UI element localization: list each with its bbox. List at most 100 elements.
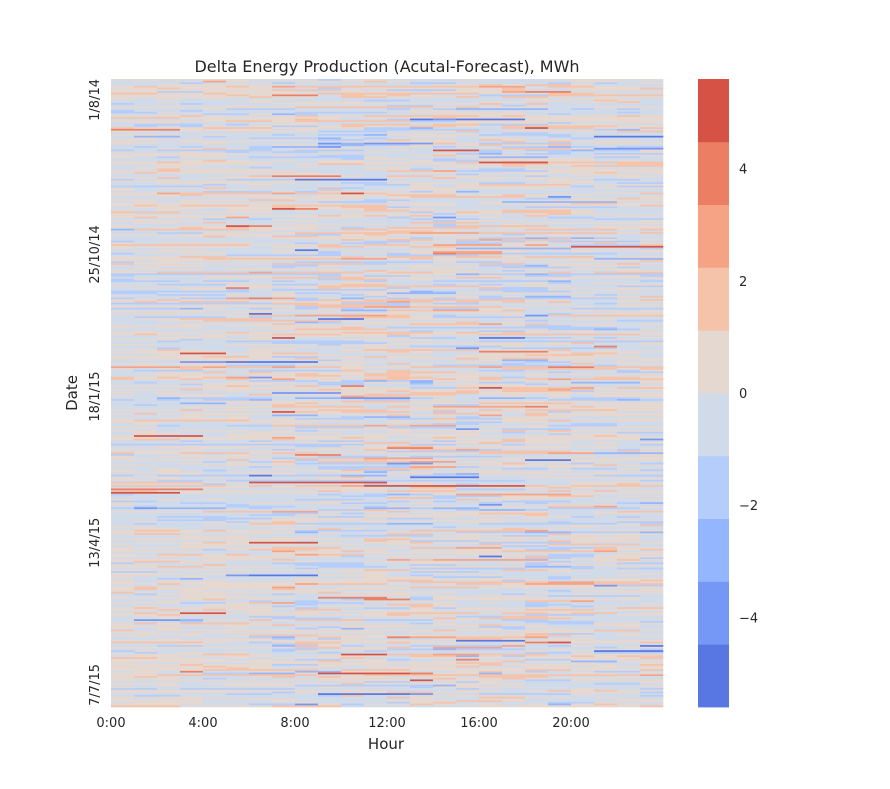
heatmap-cell	[525, 208, 549, 211]
heatmap-cell	[433, 139, 457, 142]
heatmap-cell	[571, 383, 595, 386]
heatmap-cell	[456, 161, 480, 164]
heatmap-cell	[479, 99, 503, 102]
heatmap-cell	[295, 187, 319, 190]
heatmap-cell	[226, 118, 250, 121]
heatmap-cell	[157, 79, 181, 82]
heatmap-cell	[157, 130, 181, 133]
heatmap-cell	[525, 178, 549, 181]
heatmap-cell	[387, 130, 411, 133]
heatmap-cell	[479, 168, 503, 171]
heatmap-cell	[134, 325, 158, 328]
heatmap-cell	[525, 316, 549, 319]
heatmap-cell	[571, 232, 595, 235]
heatmap-cell	[203, 123, 227, 126]
heatmap-cell	[134, 154, 158, 157]
heatmap-cell	[180, 89, 204, 92]
heatmap-cell	[479, 154, 503, 157]
heatmap-cell	[364, 333, 388, 336]
heatmap-cell	[295, 192, 319, 195]
heatmap-cell	[226, 400, 250, 403]
heatmap-cell	[640, 330, 664, 333]
heatmap-cell	[157, 120, 181, 123]
heatmap-cell	[548, 182, 572, 185]
heatmap-cell	[226, 123, 250, 126]
heatmap-cell	[180, 242, 204, 245]
heatmap-cell	[272, 357, 296, 360]
heatmap-cell	[571, 337, 595, 340]
heatmap-cell	[571, 151, 595, 154]
heatmap-cell	[180, 113, 204, 116]
heatmap-cell	[134, 316, 158, 319]
heatmap-cell	[364, 259, 388, 262]
heatmap-cell	[502, 80, 526, 83]
heatmap-cell	[387, 206, 411, 209]
heatmap-cell	[387, 244, 411, 247]
heatmap-cell	[640, 103, 664, 106]
heatmap-cell	[594, 113, 618, 116]
heatmap-cell	[249, 80, 273, 83]
heatmap-cell	[341, 225, 365, 228]
heatmap-cell	[456, 128, 480, 131]
heatmap-cell	[387, 199, 411, 202]
heatmap-cell	[525, 140, 549, 143]
heatmap-cell	[203, 244, 227, 247]
heatmap-cell	[364, 312, 388, 316]
heatmap-cell	[502, 349, 526, 352]
heatmap-cell	[594, 159, 618, 162]
heatmap-cell	[134, 276, 158, 279]
heatmap-cell	[180, 374, 204, 377]
heatmap-cell	[640, 123, 664, 126]
heatmap-cell	[157, 82, 181, 85]
heatmap-cell	[157, 316, 181, 319]
heatmap-cell	[180, 431, 204, 434]
heatmap-cell	[571, 417, 595, 420]
heatmap-cell	[295, 295, 319, 298]
heatmap-cell	[318, 120, 342, 123]
heatmap-cell	[594, 411, 618, 414]
heatmap-cell	[502, 357, 526, 360]
heatmap-cell	[594, 158, 618, 161]
heatmap-cell	[249, 357, 273, 360]
heatmap-cell	[387, 163, 411, 166]
heatmap-cell	[341, 159, 365, 162]
heatmap-cell	[617, 380, 641, 383]
heatmap-cell	[272, 111, 296, 114]
heatmap-cell	[272, 307, 296, 310]
heatmap-cell	[479, 271, 503, 274]
heatmap-cell	[640, 197, 664, 200]
heatmap-cell	[134, 101, 158, 104]
heatmap-cell	[249, 242, 273, 245]
heatmap-cell	[249, 328, 273, 331]
heatmap-cell	[525, 431, 549, 434]
heatmap-cell	[203, 261, 227, 264]
heatmap-cell	[410, 125, 434, 128]
heatmap-cell	[249, 337, 273, 340]
heatmap-cell	[272, 109, 296, 112]
heatmap-cell	[594, 137, 618, 140]
heatmap-cell	[226, 204, 250, 207]
heatmap-cell	[180, 158, 204, 161]
heatmap-cell	[456, 237, 480, 240]
heatmap-cell	[134, 343, 158, 346]
heatmap-cell	[203, 362, 227, 365]
heatmap-cell	[318, 362, 342, 365]
heatmap-cell	[502, 202, 526, 205]
heatmap-cell	[364, 414, 388, 417]
heatmap-cell	[157, 149, 181, 152]
heatmap-cell	[364, 294, 388, 297]
heatmap-cell	[295, 428, 319, 431]
heatmap-cell	[364, 376, 388, 379]
heatmap-cell	[203, 99, 227, 102]
heatmap-cell	[456, 288, 480, 291]
heatmap-cell	[203, 159, 227, 162]
heatmap-cell	[157, 128, 181, 131]
heatmap-cell	[594, 242, 618, 245]
heatmap-cell	[479, 356, 503, 359]
heatmap-cell	[640, 120, 664, 123]
heatmap-cell	[502, 106, 526, 109]
heatmap-cell	[226, 235, 250, 238]
heatmap-cell	[111, 402, 135, 405]
heatmap-cell	[134, 299, 158, 302]
heatmap-cell	[456, 235, 480, 238]
